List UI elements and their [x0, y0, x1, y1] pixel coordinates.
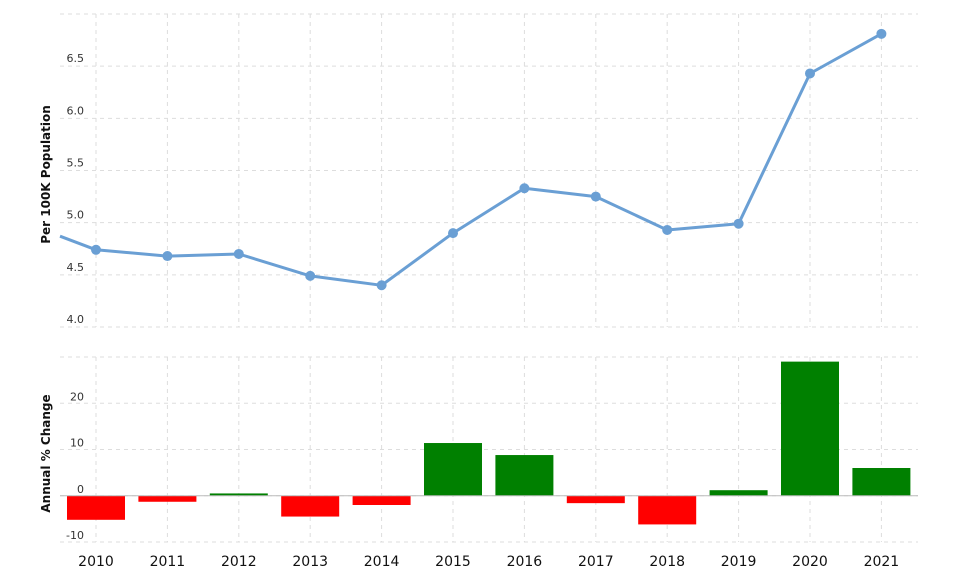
- top-y-tick-label: 6.5: [67, 52, 85, 65]
- x-tick-label: 2017: [578, 554, 614, 570]
- x-tick-label: 2015: [435, 554, 471, 570]
- line-point: [448, 228, 458, 239]
- x-tick-label: 2021: [864, 554, 900, 570]
- line-point: [519, 183, 530, 194]
- bar: [495, 455, 554, 496]
- line-point: [305, 270, 316, 281]
- bar: [781, 361, 839, 496]
- line-point: [162, 251, 173, 262]
- top-y-tick-label: 5.5: [67, 157, 85, 170]
- top-y-tick-label: 4.5: [67, 261, 85, 274]
- x-tick-label: 2014: [364, 554, 400, 570]
- bottom-y-tick-label: -10: [66, 529, 84, 542]
- x-tick-label: 2013: [292, 554, 328, 570]
- bar: [852, 468, 911, 496]
- line-point: [662, 224, 673, 235]
- x-tick-label: 2012: [221, 554, 257, 570]
- x-tick-label: 2010: [78, 554, 114, 570]
- x-tick-label: 2011: [150, 554, 186, 570]
- top-y-tick-label: 4.0: [67, 313, 85, 326]
- bottom-y-tick-label: 10: [70, 437, 84, 450]
- bar: [638, 495, 697, 525]
- line-point: [91, 244, 101, 255]
- line-point: [805, 68, 815, 79]
- line-point: [733, 218, 744, 229]
- bottom-y-tick-label: 0: [77, 483, 84, 496]
- bar: [67, 495, 125, 520]
- line-point: [376, 280, 387, 291]
- bar: [281, 495, 340, 517]
- bar: [424, 443, 482, 496]
- x-tick-label: 2016: [507, 554, 543, 570]
- x-tick-label: 2020: [792, 554, 828, 570]
- bar: [138, 495, 197, 502]
- line-point: [876, 28, 887, 39]
- bar: [209, 493, 268, 496]
- bar: [709, 490, 768, 496]
- top-y-tick-label: 5.0: [67, 209, 85, 222]
- x-tick-label: 2019: [721, 554, 757, 570]
- bar: [566, 495, 625, 504]
- x-tick-label: 2018: [649, 554, 685, 570]
- top-y-tick-label: 6.0: [67, 104, 85, 117]
- line-point: [233, 248, 244, 259]
- top-y-axis-label: Per 100K Population: [39, 105, 53, 244]
- bar: [352, 495, 411, 505]
- line-point: [590, 191, 601, 202]
- line-series-path: [59, 32, 883, 287]
- bottom-y-axis-label: Annual % Change: [39, 394, 53, 512]
- bottom-y-tick-label: 20: [70, 390, 84, 403]
